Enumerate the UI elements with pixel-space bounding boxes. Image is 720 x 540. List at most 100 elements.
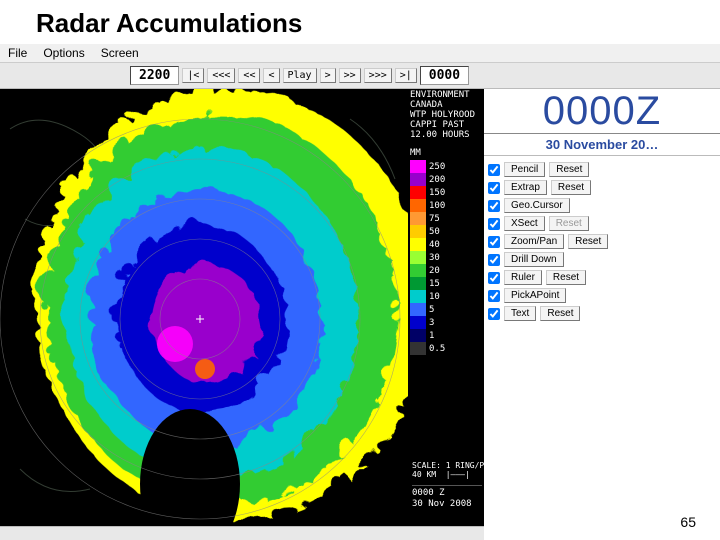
legend-row: 15 <box>410 277 482 290</box>
scale-info: SCALE: 1 RING/PIXEL 40 KM |———| <box>412 461 504 480</box>
tool-row-text: Text Reset <box>488 306 716 321</box>
extrap-reset-button[interactable]: Reset <box>551 180 591 195</box>
legend-row: 0.5 <box>410 342 482 355</box>
app-window: File Options Screen 2200 |< <<< << < Pla… <box>0 44 720 540</box>
legend-value: 30 <box>429 253 440 263</box>
legend-row: 200 <box>410 173 482 186</box>
legend-row: 150 <box>410 186 482 199</box>
legend-swatch <box>410 251 426 264</box>
legend-swatch <box>410 173 426 186</box>
color-legend: MM 250 200 150 100 75 50 40 30 2015 105 3 1 0.5 <box>410 148 482 355</box>
legend-swatch <box>410 225 426 238</box>
tool-row-ruler: Ruler Reset <box>488 270 716 285</box>
legend-swatch <box>410 342 426 355</box>
animation-toolbar: 2200 |< <<< << < Play > >> >>> >| 0000 <box>0 63 720 89</box>
ruler-button[interactable]: Ruler <box>504 270 542 285</box>
date-display: 30 November 20… <box>484 134 720 156</box>
tool-checkbox-extrap[interactable] <box>488 182 500 194</box>
pickapoint-button[interactable]: PickAPoint <box>504 288 566 303</box>
legend-swatch <box>410 186 426 199</box>
legend-value: 100 <box>429 201 445 211</box>
legend-value: 3 <box>429 318 434 328</box>
xsect-reset-button: Reset <box>549 216 589 231</box>
legend-value: 10 <box>429 292 440 302</box>
time-start-box: 2200 <box>130 66 179 85</box>
tools-list: PencilResetExtrapResetGeo.CursorXSectRes… <box>484 156 720 327</box>
geocursor-button[interactable]: Geo.Cursor <box>504 198 570 213</box>
menu-file[interactable]: File <box>8 46 27 60</box>
pencil-reset-button[interactable]: Reset <box>549 162 589 177</box>
tool-row-extrap: Extrap Reset <box>488 180 716 195</box>
tool-row-xsect: XSect Reset <box>488 216 716 231</box>
forward-fast-button[interactable]: >>> <box>364 68 392 83</box>
legend-value: 1 <box>429 331 434 341</box>
pencil-button[interactable]: Pencil <box>504 162 545 177</box>
time-display: 0000Z <box>484 89 720 134</box>
text-reset-button[interactable]: Reset <box>540 306 580 321</box>
rewind-fast-button[interactable]: <<< <box>207 68 235 83</box>
slide-title: Radar Accumulations <box>0 0 720 45</box>
legend-row: 75 <box>410 212 482 225</box>
tool-checkbox-text[interactable] <box>488 308 500 320</box>
tool-row-zoompan: Zoom/Pan Reset <box>488 234 716 249</box>
legend-swatch <box>410 277 426 290</box>
tool-checkbox-pencil[interactable] <box>488 164 500 176</box>
first-frame-button[interactable]: |< <box>182 68 204 83</box>
menu-screen[interactable]: Screen <box>101 46 139 60</box>
xsect-button[interactable]: XSect <box>504 216 545 231</box>
tool-checkbox-ruler[interactable] <box>488 272 500 284</box>
legend-row: 100 <box>410 199 482 212</box>
legend-row: 40 <box>410 238 482 251</box>
rewind-button[interactable]: << <box>238 68 260 83</box>
legend-row: 30 <box>410 251 482 264</box>
legend-swatch <box>410 199 426 212</box>
legend-swatch <box>410 290 426 303</box>
step-back-button[interactable]: < <box>263 68 279 83</box>
legend-value: 75 <box>429 214 440 224</box>
legend-swatch <box>410 212 426 225</box>
legend-value: 200 <box>429 175 445 185</box>
tool-row-drilldown: Drill Down <box>488 252 716 267</box>
menu-options[interactable]: Options <box>43 46 84 60</box>
tool-checkbox-zoompan[interactable] <box>488 236 500 248</box>
tool-checkbox-geocursor[interactable] <box>488 200 500 212</box>
legend-row: 1 <box>410 329 482 342</box>
legend-value: 40 <box>429 240 440 250</box>
legend-row: 5 <box>410 303 482 316</box>
legend-value: 150 <box>429 188 445 198</box>
time-end-box: 0000 <box>420 66 469 85</box>
tool-row-pickapoint: PickAPoint <box>488 288 716 303</box>
legend-header: ENVIRONMENT CANADA WTP HOLYROOD CAPPI PA… <box>410 91 482 140</box>
zoompan-button[interactable]: Zoom/Pan <box>504 234 564 249</box>
tool-checkbox-xsect[interactable] <box>488 218 500 230</box>
menubar: File Options Screen <box>0 44 720 63</box>
tool-checkbox-pickapoint[interactable] <box>488 290 500 302</box>
legend-value: 20 <box>429 266 440 276</box>
legend-value: 50 <box>429 227 440 237</box>
extrap-button[interactable]: Extrap <box>504 180 547 195</box>
radar-svg <box>0 89 408 533</box>
tool-row-pencil: Pencil Reset <box>488 162 716 177</box>
legend-value: 0.5 <box>429 344 445 354</box>
legend-swatch <box>410 264 426 277</box>
last-frame-button[interactable]: >| <box>395 68 417 83</box>
forward-button[interactable]: >> <box>339 68 361 83</box>
main-area: ENVIRONMENT CANADA WTP HOLYROOD CAPPI PA… <box>0 89 720 533</box>
zoompan-reset-button[interactable]: Reset <box>568 234 608 249</box>
drilldown-button[interactable]: Drill Down <box>504 252 564 267</box>
page-number: 65 <box>680 514 696 530</box>
tool-checkbox-drilldown[interactable] <box>488 254 500 266</box>
play-button[interactable]: Play <box>283 68 317 83</box>
timestamp-info: 0000 Z 30 Nov 2008 <box>412 485 482 510</box>
text-button[interactable]: Text <box>504 306 536 321</box>
status-bar <box>0 526 484 540</box>
legend-row: 50 <box>410 225 482 238</box>
legend-unit: MM <box>410 148 482 158</box>
step-forward-button[interactable]: > <box>320 68 336 83</box>
legend-row: 250 <box>410 160 482 173</box>
legend-swatch <box>410 303 426 316</box>
ruler-reset-button[interactable]: Reset <box>546 270 586 285</box>
right-panel: 0000Z 30 November 20… PencilResetExtrapR… <box>484 89 720 533</box>
radar-display[interactable] <box>0 89 408 533</box>
legend-row: 20 <box>410 264 482 277</box>
